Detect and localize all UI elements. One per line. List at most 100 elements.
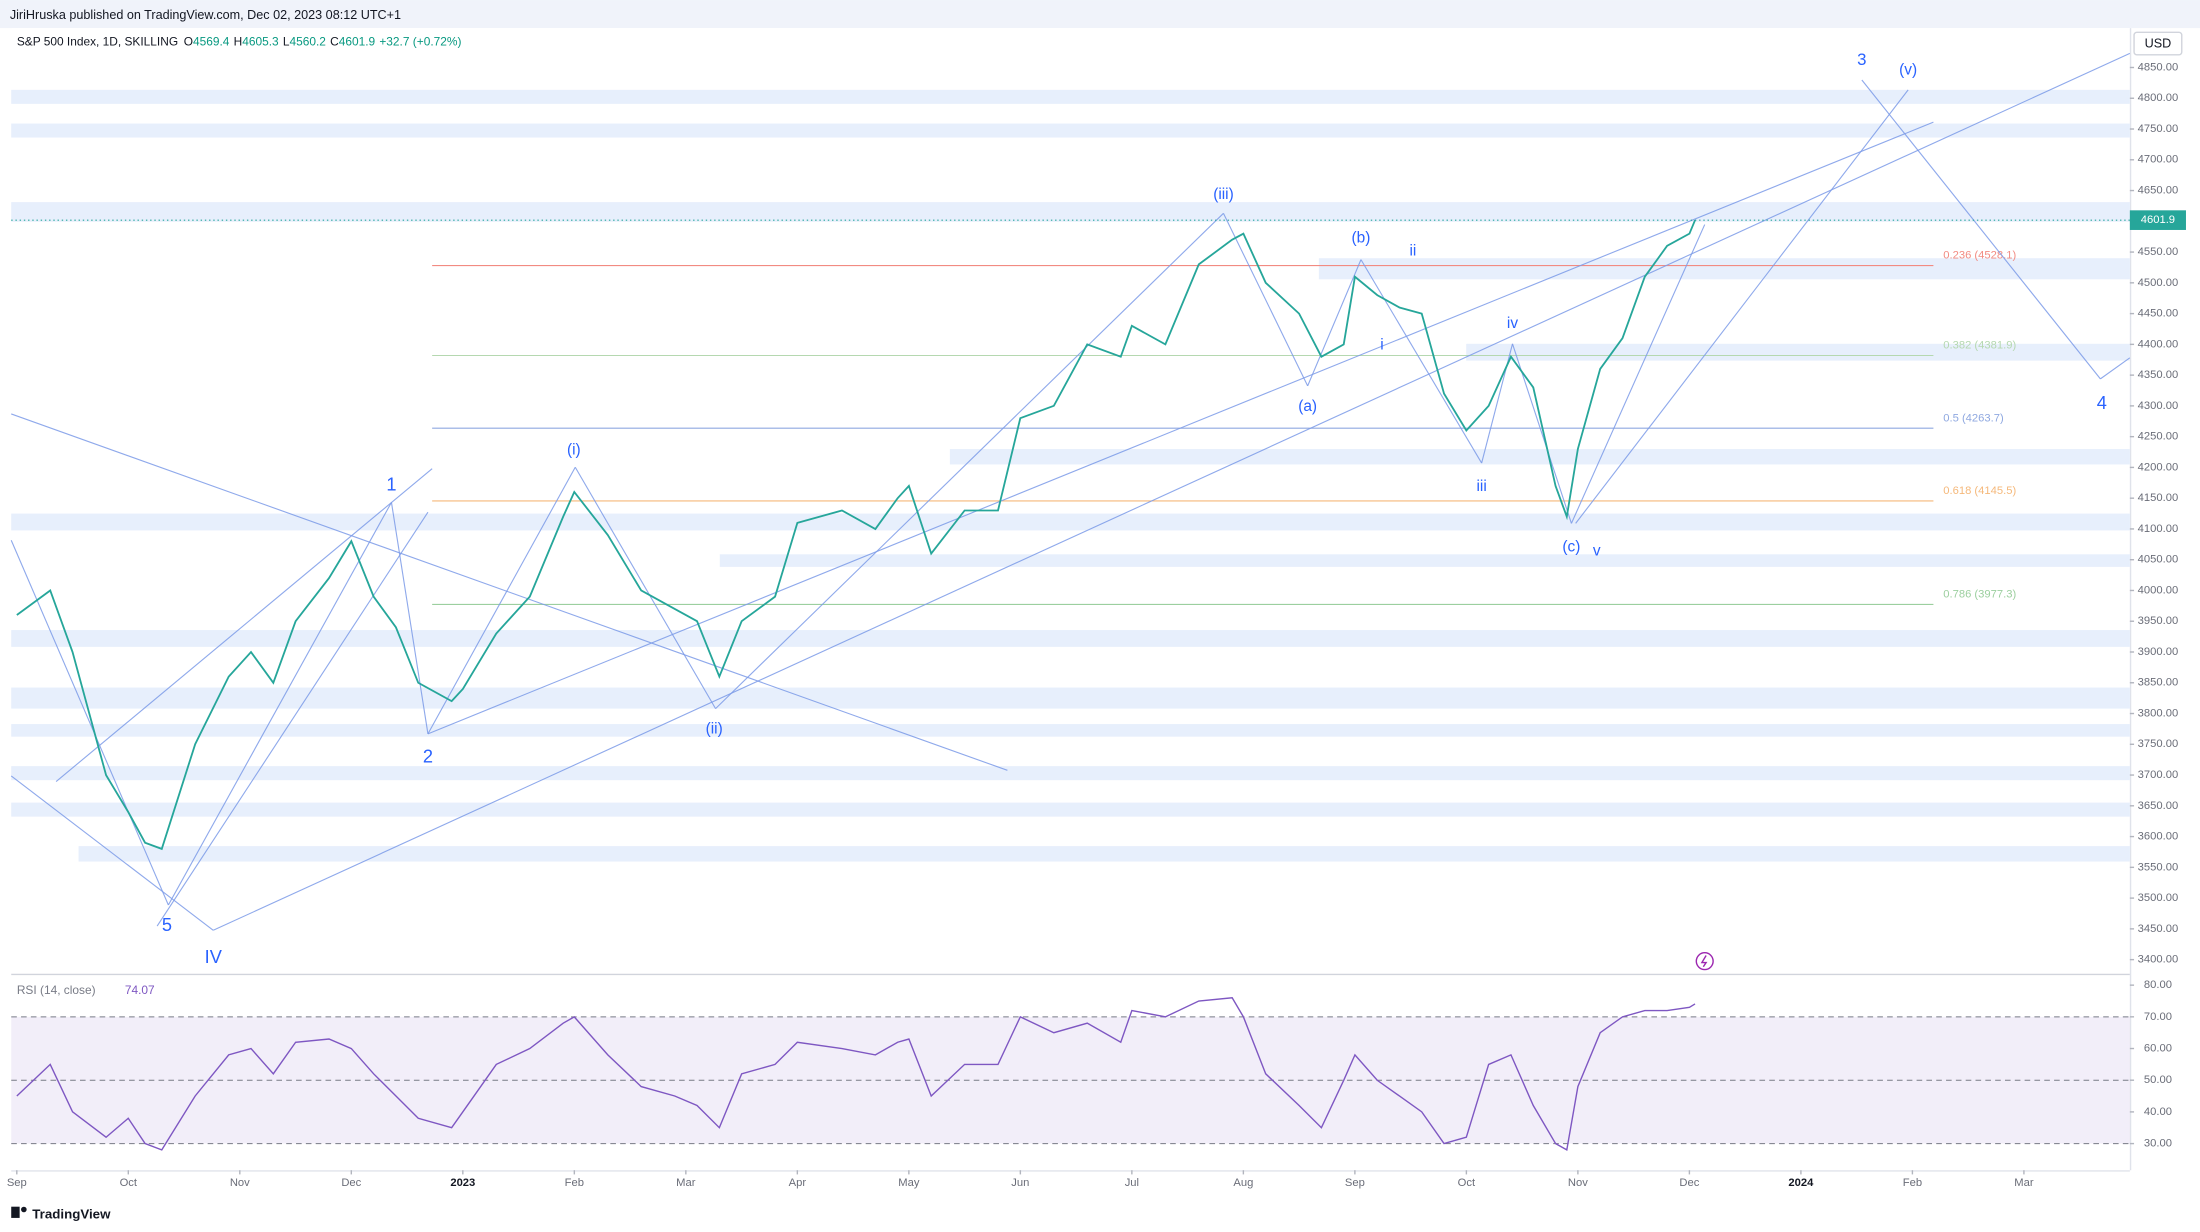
y-tick-label: 3800.00 [2138, 707, 2179, 719]
trend-line [427, 121, 1934, 735]
trend-line [2100, 357, 2131, 380]
x-tick-label: Nov [1568, 1177, 1588, 1189]
wave-label: (b) [1352, 230, 1371, 247]
wave-label: (v) [1899, 61, 1917, 78]
x-tick-label: Mar [2014, 1177, 2034, 1189]
footer-brand: TradingView [32, 1207, 111, 1222]
fib-label: 0.236 (4528.1) [1943, 250, 2016, 262]
zone-band [11, 687, 2130, 709]
y-tick-label: 4450.00 [2138, 308, 2179, 320]
x-tick-label: Sep [1345, 1177, 1365, 1189]
y-tick-label: 3750.00 [2138, 738, 2179, 750]
footer: TradingView [11, 1207, 111, 1222]
y-tick-label: 4550.00 [2138, 246, 2179, 258]
wave-label: (a) [1298, 398, 1317, 415]
fib-label: 0.5 (4263.7) [1943, 412, 2004, 424]
x-tick-label: Dec [1679, 1177, 1699, 1189]
trend-line [10, 540, 169, 906]
wave-label: (ii) [706, 721, 723, 738]
y-tick-label: 3400.00 [2138, 954, 2179, 966]
x-tick-label: Oct [120, 1177, 138, 1189]
y-tick-label: 60.00 [2144, 1042, 2172, 1054]
y-tick-label: 3550.00 [2138, 861, 2179, 873]
wave-label: (iii) [1213, 186, 1234, 203]
trend-line [55, 468, 433, 782]
zone-band [949, 449, 2130, 465]
trend-line [213, 52, 2131, 931]
ohlc-label: O [184, 34, 193, 48]
symbol-legend: S&P 500 Index, 1D, SKILLING O 4569.4 H 4605… [17, 34, 462, 48]
wave-label: 1 [386, 473, 396, 494]
ohlc-label: L [283, 34, 290, 48]
y-tick-label: 4750.00 [2138, 123, 2179, 135]
wave-label: v [1593, 543, 1601, 560]
wave-label: (i) [567, 442, 581, 459]
wave-label: 4 [2097, 392, 2107, 413]
trend-line [1570, 224, 1706, 524]
ohlc-value: 4605.3 [242, 34, 279, 48]
y-tick-label: 4500.00 [2138, 277, 2179, 289]
y-tick-label: 3450.00 [2138, 923, 2179, 935]
x-tick-label: Oct [1458, 1177, 1476, 1189]
last-price-label: 4601.9 [2141, 214, 2175, 226]
wave-label: 3 [1857, 50, 1866, 69]
trend-line [167, 502, 392, 906]
trend-line [715, 212, 1224, 710]
rsi-line [16, 997, 1696, 1151]
event-icon-glyph [1700, 955, 1708, 968]
publisher: JiriHruska published on TradingView.com,… [10, 8, 401, 22]
y-tick-label: 4300.00 [2138, 400, 2179, 412]
wave-label: iii [1476, 478, 1486, 495]
y-tick-label: 40.00 [2144, 1106, 2172, 1118]
rsi-band [11, 1016, 2130, 1144]
y-tick-label: 4050.00 [2138, 554, 2179, 566]
trend-line [574, 466, 717, 709]
trend-line [11, 413, 1008, 771]
wave-label: 2 [423, 746, 433, 767]
y-tick-label: 4700.00 [2138, 154, 2179, 166]
zone-band [11, 89, 2130, 104]
event-icon[interactable] [1695, 952, 1714, 971]
y-tick-label: 80.00 [2144, 979, 2172, 991]
y-tick-label: 4250.00 [2138, 431, 2179, 443]
trend-line [156, 511, 429, 927]
ohlc-label: H [234, 34, 243, 48]
trend-line [1307, 259, 1362, 387]
y-tick-label: 3700.00 [2138, 769, 2179, 781]
currency-box[interactable] [2133, 31, 2183, 56]
trend-line [1222, 213, 1309, 387]
zone-band [11, 123, 2130, 138]
x-tick-label: Apr [789, 1177, 807, 1189]
zone-band [11, 202, 2130, 222]
header-bar [0, 0, 2200, 29]
wave-label: iv [1507, 315, 1518, 332]
x-tick-label: Jun [1011, 1177, 1029, 1189]
fib-label: 0.618 (4145.5) [1943, 485, 2016, 497]
fib-label: 0.382 (4381.9) [1943, 340, 2016, 352]
flash-icon[interactable] [1695, 952, 1714, 971]
ohlc-value: 4601.9 [339, 34, 376, 48]
y-tick-label: 4150.00 [2138, 492, 2179, 504]
ohlc-label: C [330, 34, 339, 48]
ohlc-value: 4569.4 [193, 34, 230, 48]
y-tick-label: 3650.00 [2138, 800, 2179, 812]
y-tick-label: 4800.00 [2138, 92, 2179, 104]
x-tick-label: 2023 [450, 1177, 475, 1189]
y-tick-label: 3900.00 [2138, 646, 2179, 658]
zone-band [11, 802, 2130, 817]
wave-label: i [1380, 336, 1383, 353]
price-line [16, 219, 1696, 851]
trend-line [390, 502, 429, 734]
y-tick-label: 3850.00 [2138, 677, 2179, 689]
ohlc-value: 4560.2 [289, 34, 326, 48]
wave-label: 5 [162, 914, 172, 935]
wave-label: IV [205, 946, 223, 967]
zone-band [1466, 343, 2130, 361]
x-tick-label: Feb [1903, 1177, 1922, 1189]
x-tick-label: Dec [341, 1177, 361, 1189]
logo-mark [11, 1206, 20, 1218]
zone-band [719, 554, 2130, 567]
x-tick-label: Nov [230, 1177, 250, 1189]
